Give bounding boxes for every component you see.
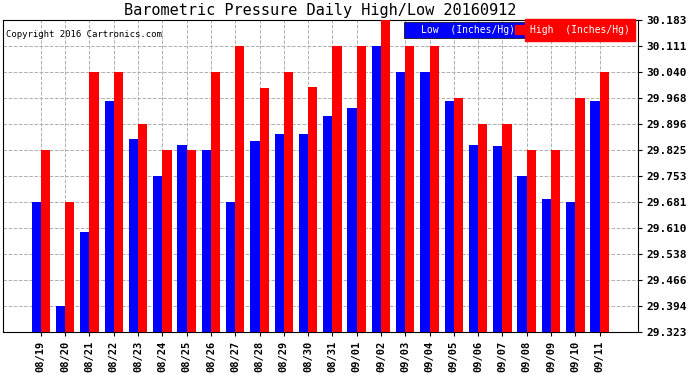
Bar [226, 202, 235, 332]
Bar [186, 150, 196, 332]
Bar [566, 202, 575, 332]
Bar [372, 46, 381, 332]
Bar [211, 72, 220, 332]
Text: Copyright 2016 Cartronics.com: Copyright 2016 Cartronics.com [6, 30, 162, 39]
Bar [502, 124, 512, 332]
Bar [420, 72, 430, 332]
Bar [469, 145, 478, 332]
Bar [542, 199, 551, 332]
Bar [201, 150, 211, 332]
Bar [348, 108, 357, 332]
Legend: Low  (Inches/Hg), High  (Inches/Hg): Low (Inches/Hg), High (Inches/Hg) [404, 22, 633, 38]
Bar [80, 232, 90, 332]
Bar [129, 139, 138, 332]
Bar [478, 124, 487, 332]
Bar [90, 72, 99, 332]
Bar [65, 202, 75, 332]
Bar [444, 101, 454, 332]
Bar [284, 72, 293, 332]
Bar [56, 306, 65, 332]
Bar [381, 20, 391, 332]
Bar [518, 176, 526, 332]
Bar [600, 72, 609, 332]
Bar [114, 72, 123, 332]
Bar [104, 101, 114, 332]
Title: Barometric Pressure Daily High/Low 20160912: Barometric Pressure Daily High/Low 20160… [124, 3, 516, 18]
Bar [32, 202, 41, 332]
Bar [299, 134, 308, 332]
Bar [177, 145, 186, 332]
Bar [430, 46, 439, 332]
Bar [396, 72, 405, 332]
Bar [493, 146, 502, 332]
Bar [591, 101, 600, 332]
Bar [259, 88, 268, 332]
Bar [162, 150, 172, 332]
Bar [357, 46, 366, 332]
Bar [138, 124, 147, 332]
Bar [575, 98, 584, 332]
Bar [333, 46, 342, 332]
Bar [551, 150, 560, 332]
Bar [405, 46, 415, 332]
Bar [41, 150, 50, 332]
Bar [526, 150, 536, 332]
Bar [454, 98, 463, 332]
Bar [308, 87, 317, 332]
Bar [235, 46, 244, 332]
Bar [275, 134, 284, 332]
Bar [323, 116, 333, 332]
Bar [153, 176, 162, 332]
Bar [250, 141, 259, 332]
